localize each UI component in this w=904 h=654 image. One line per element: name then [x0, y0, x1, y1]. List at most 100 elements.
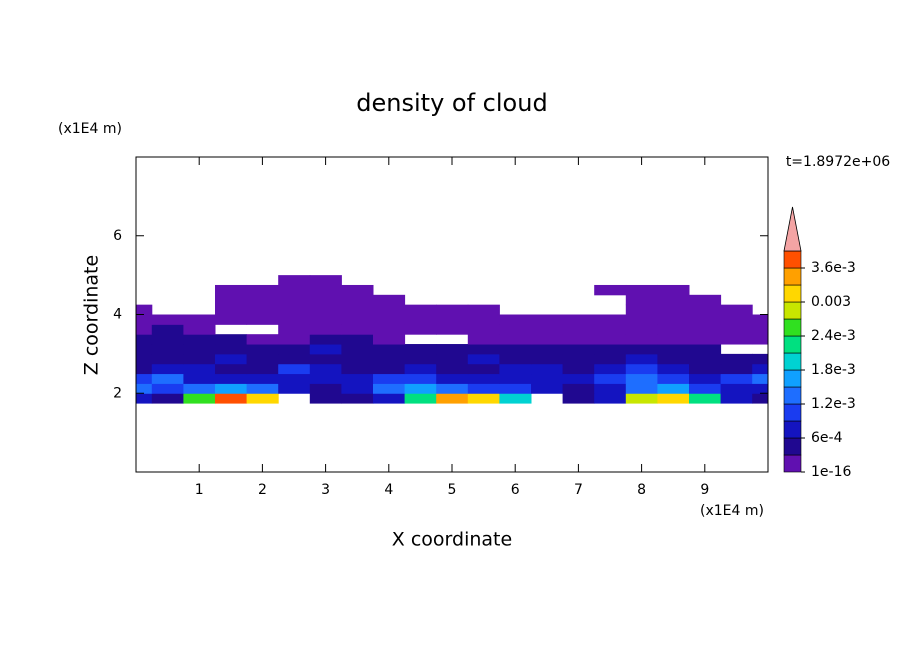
time-label: t=1.8972e+06 — [786, 154, 890, 170]
field-cell — [720, 393, 753, 404]
colorbar-tick-label: 3.6e-3 — [811, 260, 856, 276]
field-cell — [467, 393, 500, 404]
field-cell — [562, 314, 595, 325]
field-cell — [151, 344, 184, 355]
field-cell — [436, 324, 469, 335]
field-cell — [215, 344, 248, 355]
field-cell — [752, 393, 768, 404]
field-cell — [183, 344, 216, 355]
field-cell — [689, 304, 722, 315]
field-cell — [752, 324, 768, 335]
field-cell — [657, 314, 690, 325]
colorbar-band — [783, 318, 802, 337]
field-cell — [625, 314, 658, 325]
field-cell — [215, 363, 248, 375]
field-cell — [341, 294, 374, 306]
field-cell — [752, 334, 768, 345]
field-cell — [151, 353, 184, 365]
field-cell — [341, 363, 374, 375]
field-cell — [183, 324, 216, 335]
field-cell — [404, 314, 437, 325]
field-cell — [246, 344, 279, 355]
field-cell — [689, 363, 722, 375]
field-cell — [215, 294, 248, 306]
field-cell — [752, 314, 768, 325]
field-cell — [309, 344, 342, 355]
field-cell — [309, 324, 342, 335]
field-cell — [562, 334, 595, 345]
field-cell — [215, 383, 248, 394]
field-cell — [625, 344, 658, 355]
field-cell — [373, 344, 406, 355]
field-cell — [373, 334, 406, 345]
field-cell — [499, 353, 532, 365]
field-cell — [341, 284, 374, 296]
field-cell — [499, 373, 532, 384]
field-cell — [689, 344, 722, 355]
x-tick-label: 9 — [700, 482, 709, 498]
field-cell — [436, 393, 469, 404]
field-cell — [136, 334, 153, 345]
field-cell — [657, 383, 690, 394]
field-cell — [341, 353, 374, 365]
field-cell — [499, 383, 532, 394]
field-cell — [657, 324, 690, 335]
x-tick-label: 2 — [258, 482, 267, 498]
field-cell — [531, 324, 564, 335]
field-cell — [136, 363, 153, 375]
field-cell — [373, 304, 406, 315]
field-cell — [689, 334, 722, 345]
field-cell — [309, 383, 342, 394]
field-cell — [436, 353, 469, 365]
field-cell — [531, 353, 564, 365]
field-cell — [215, 334, 248, 345]
colorbar-band — [783, 301, 802, 320]
field-cell — [215, 314, 248, 325]
colorbar-band — [783, 420, 802, 439]
field-cell — [436, 373, 469, 384]
field-cell — [657, 334, 690, 345]
field-cell — [657, 373, 690, 384]
field-cell — [594, 363, 627, 375]
field-cell — [625, 284, 658, 296]
field-cell — [183, 314, 216, 325]
field-cell — [246, 334, 279, 345]
field-cell — [309, 294, 342, 306]
field-cell — [752, 383, 768, 394]
field-cell — [562, 383, 595, 394]
field-cell — [594, 393, 627, 404]
field-cell — [404, 344, 437, 355]
field-cell — [404, 353, 437, 365]
field-cell — [309, 334, 342, 345]
field-cell — [183, 353, 216, 365]
field-cell — [562, 393, 595, 404]
field-cell — [278, 294, 311, 306]
colorbar-extension — [783, 206, 802, 252]
colorbar-band — [783, 454, 802, 473]
field-cell — [657, 284, 690, 296]
field-cell — [436, 363, 469, 375]
colorbar-tick-label: 2.4e-3 — [811, 328, 856, 344]
field-cell — [625, 393, 658, 404]
x-unit: (x1E4 m) — [700, 503, 764, 519]
field-cell — [752, 363, 768, 375]
colorbar-band — [783, 437, 802, 456]
colorbar-tick-label: 1.2e-3 — [811, 396, 856, 412]
field-cell — [246, 284, 279, 296]
field-cell — [467, 353, 500, 365]
field-cell — [625, 383, 658, 394]
field-cell — [309, 304, 342, 315]
field-cell — [278, 334, 311, 345]
field-cell — [309, 314, 342, 325]
field-cell — [436, 304, 469, 315]
field-cell — [341, 373, 374, 384]
field-cell — [151, 383, 184, 394]
field-cell — [594, 314, 627, 325]
field-cell — [136, 344, 153, 355]
x-tick-label: 1 — [195, 482, 204, 498]
field-cell — [689, 383, 722, 394]
field-cell — [404, 304, 437, 315]
field-cell — [499, 314, 532, 325]
field-cell — [499, 363, 532, 375]
